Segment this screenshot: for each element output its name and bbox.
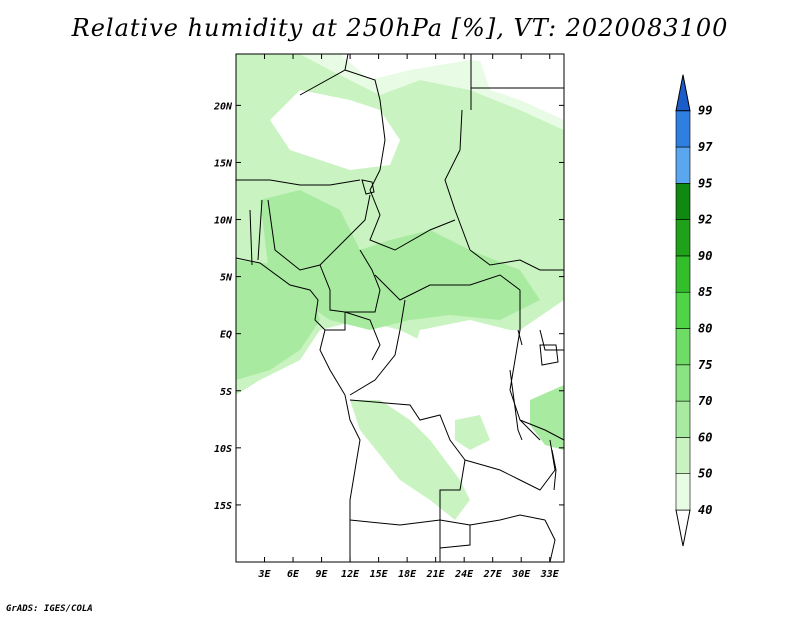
border-chad-car xyxy=(369,189,456,251)
longitude-axis: 3E 6E 9E 12E 15E 18E 21E 24E 27E 30E 33E xyxy=(257,54,560,580)
lon-label: 9E xyxy=(316,569,329,580)
colorbar-segment xyxy=(675,110,691,148)
colorbar-label: 40 xyxy=(698,503,712,517)
lon-label: 18E xyxy=(398,569,417,580)
border-drc-east xyxy=(509,290,541,441)
lat-label: 20N xyxy=(213,101,233,112)
lat-label: 10S xyxy=(214,444,232,455)
shade-sahara-white xyxy=(270,90,400,170)
grads-credit: GrADS: IGES/COLA xyxy=(6,604,93,614)
lat-label: 15S xyxy=(214,501,232,512)
lake-tanganyika xyxy=(509,369,523,441)
colorbar-label: 97 xyxy=(698,140,713,154)
shade-angola-blob xyxy=(455,415,490,450)
lon-label: 3E xyxy=(257,569,271,580)
colorbar-segment xyxy=(675,183,691,220)
border-tanzania xyxy=(519,419,564,441)
colorbar-label: 95 xyxy=(698,176,712,190)
border-angola-zambia xyxy=(439,459,466,520)
border-angola-drc xyxy=(349,399,466,461)
shade-se-white xyxy=(420,460,564,562)
shade-sw-white xyxy=(236,380,400,562)
lon-label: 21E xyxy=(426,569,446,580)
border-chad-sudan xyxy=(444,109,471,251)
colorbar-label: 50 xyxy=(698,467,712,481)
lon-label: 24E xyxy=(454,569,474,580)
colorbar: 40 50 60 70 75 80 85 90 92 95 97 99 xyxy=(675,74,713,547)
border-sudan-ssudan xyxy=(469,249,564,271)
lat-label: 10N xyxy=(214,216,233,227)
border-mali-niger xyxy=(236,179,361,186)
country-borders xyxy=(236,54,564,562)
lon-label: 12E xyxy=(341,569,360,580)
border-namibia-botswana xyxy=(439,520,471,562)
colorbar-upper-extension xyxy=(675,74,691,112)
colorbar-label: 90 xyxy=(698,249,712,263)
colorbar-label: 75 xyxy=(698,358,712,372)
colorbar-label: 99 xyxy=(698,104,712,118)
lon-label: 33E xyxy=(540,569,560,580)
border-congo-drc xyxy=(349,299,406,396)
colorbar-label: 85 xyxy=(698,285,712,299)
border-car-drc xyxy=(374,274,521,301)
colorbar-label: 70 xyxy=(698,394,712,408)
border-mozambique xyxy=(544,519,556,562)
lakes xyxy=(361,179,559,491)
lon-label: 15E xyxy=(370,569,389,580)
border-uganda-kenya xyxy=(539,329,564,351)
colorbar-label: 60 xyxy=(698,430,712,444)
lat-label: 5S xyxy=(220,387,232,398)
border-cameroon xyxy=(319,249,381,313)
shade-east-white xyxy=(480,60,564,120)
lat-label: 5N xyxy=(220,273,233,284)
colorbar-segment xyxy=(675,473,691,511)
border-zambia xyxy=(464,439,556,491)
shade-west-coast xyxy=(236,260,320,380)
lake-malawi xyxy=(551,449,557,491)
lake-victoria xyxy=(539,344,559,366)
colorbar-segment xyxy=(675,146,691,184)
lake-albert xyxy=(517,329,523,346)
lon-label: 30E xyxy=(511,569,531,580)
map-frame xyxy=(235,53,565,563)
colorbar-segment xyxy=(675,437,691,474)
border-niger-libya xyxy=(344,69,386,191)
colorbar-segment xyxy=(675,255,691,293)
lon-label: 27E xyxy=(483,569,503,580)
colorbar-label: 80 xyxy=(698,322,712,336)
colorbar-segment xyxy=(675,219,691,257)
colorbar-segment xyxy=(675,291,691,329)
shade-congo-white xyxy=(410,320,520,430)
coastline-west xyxy=(236,257,361,562)
border-gabon-congo xyxy=(325,311,381,361)
lat-label: 15N xyxy=(214,158,233,169)
colorbar-label: 92 xyxy=(698,213,712,227)
latitude-axis: 20N 15N 10N 5N EQ 5S 10S 15S xyxy=(213,101,564,512)
lake-chad xyxy=(361,179,375,195)
humidity-shading xyxy=(236,54,564,562)
colorbar-segment xyxy=(675,400,691,438)
colorbar-segment xyxy=(675,364,691,402)
lon-label: 6E xyxy=(287,569,300,580)
border-angola-namibia xyxy=(349,519,471,526)
border-benin-togo xyxy=(249,199,263,266)
colorbar-lower-extension xyxy=(675,509,691,547)
colorbar-segment xyxy=(675,328,691,366)
lat-label: EQ xyxy=(220,330,232,341)
shade-north-light xyxy=(236,54,564,130)
map-title: Relative humidity at 250hPa [%], VT: 202… xyxy=(71,14,729,42)
shade-southeast-blob xyxy=(530,385,564,450)
border-zambia-zimbabwe xyxy=(469,514,546,526)
